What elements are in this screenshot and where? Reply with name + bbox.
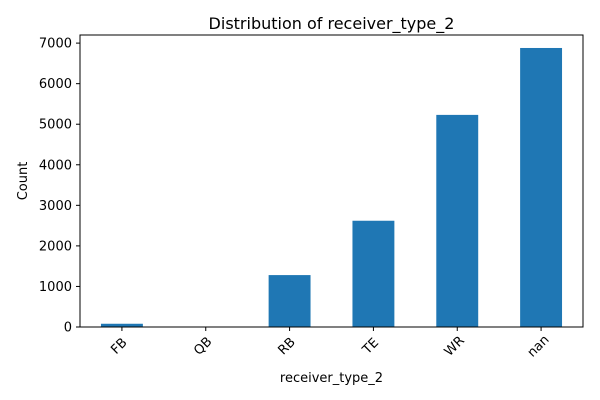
bar-nan (520, 47, 563, 327)
y-tick-label: 1000 (39, 280, 72, 295)
bar-fb (100, 323, 143, 327)
chart-title: Distribution of receiver_type_2 (209, 14, 455, 34)
y-axis-label: Count (16, 162, 31, 201)
y-axis-ticks: 0 1000 2000 3000 4000 5000 6000 7000 (39, 37, 80, 336)
y-tick-label: 6000 (39, 77, 72, 92)
bar-rb (268, 275, 311, 327)
plot-area-frame (79, 34, 584, 328)
y-tick-label: 0 (64, 321, 72, 336)
y-tick-label: 4000 (39, 158, 72, 173)
y-tick-label: 2000 (39, 239, 72, 254)
bar-te (352, 220, 395, 327)
y-tick-label: 5000 (39, 118, 72, 133)
bar-wr (436, 114, 479, 328)
y-tick-label: 7000 (39, 37, 72, 52)
x-axis-label: receiver_type_2 (280, 371, 383, 386)
y-tick-label: 3000 (39, 199, 72, 214)
bars-group (100, 47, 563, 328)
